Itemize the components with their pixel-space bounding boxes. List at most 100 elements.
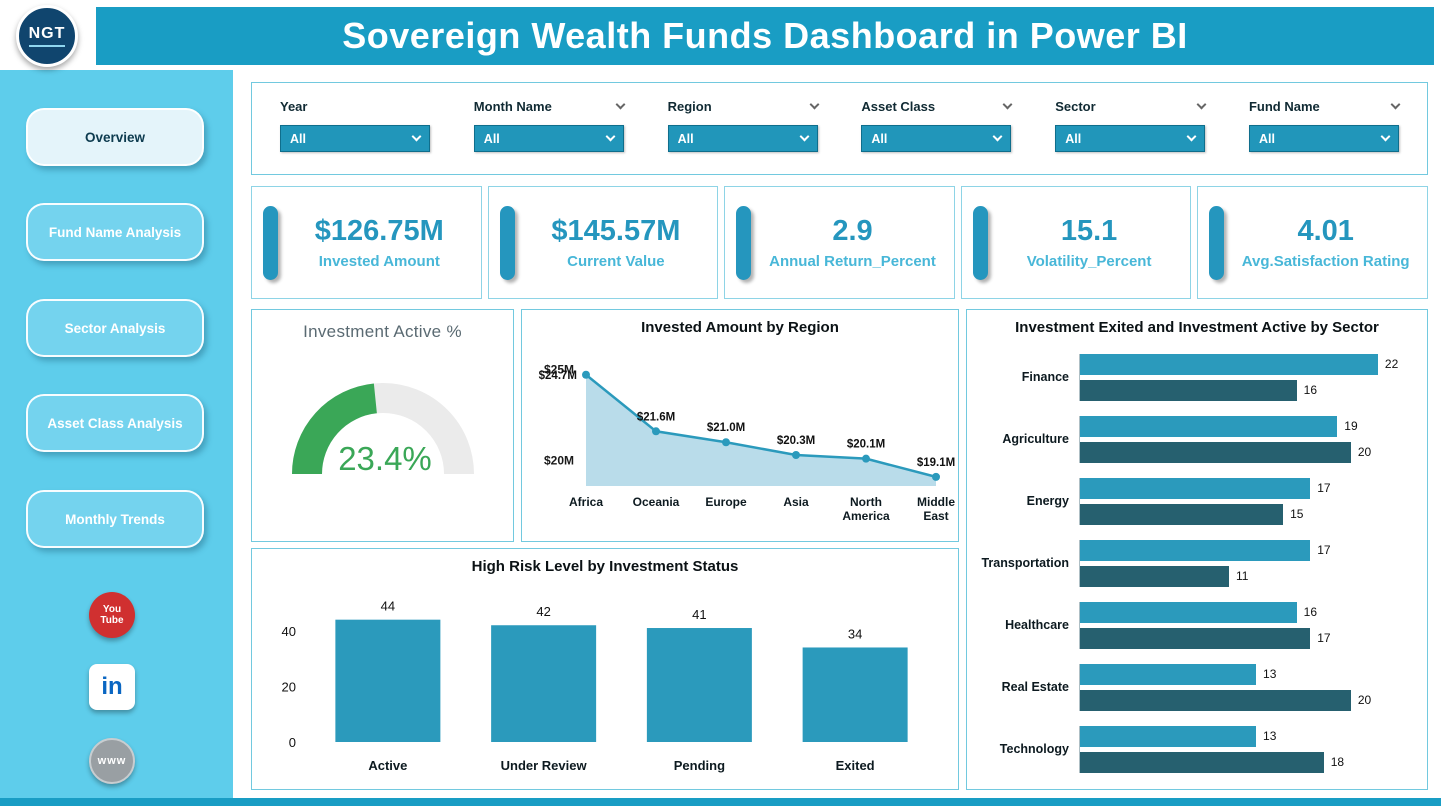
asset-class-select[interactable]: All xyxy=(861,125,1012,152)
kpi-value: 15.1 xyxy=(1060,215,1118,247)
gauge-chart[interactable]: 23.4% xyxy=(268,356,498,501)
chevron-down-icon xyxy=(1002,99,1013,110)
kpi-label: Invested Amount xyxy=(318,253,440,270)
youtube-icon[interactable]: You Tube xyxy=(89,592,135,638)
y-axis-label: 0 xyxy=(289,735,296,750)
filter-label: Sector xyxy=(1055,99,1096,114)
data-point[interactable] xyxy=(582,370,590,379)
bar-investment-exited[interactable] xyxy=(1080,725,1257,747)
sector-select[interactable]: All xyxy=(1055,125,1206,152)
kpi-current-value: $145.57M Current Value xyxy=(487,186,719,299)
x-axis-label: Active xyxy=(368,758,407,773)
sector-label: Energy xyxy=(1026,494,1069,508)
sector-hbar-card: Investment Exited and Investment Active … xyxy=(966,309,1428,790)
x-axis-label: Under Review xyxy=(501,758,588,773)
data-point[interactable] xyxy=(932,472,940,481)
bar[interactable] xyxy=(802,647,908,742)
bar-chart-title: High Risk Level by Investment Status xyxy=(471,558,739,575)
x-axis-label: Europe xyxy=(705,495,747,509)
filter-label: Fund Name xyxy=(1248,99,1320,114)
bar-value: 11 xyxy=(1235,569,1249,583)
kpi-label: Avg.Satisfaction Rating xyxy=(1241,253,1410,270)
sidebar-item-sector-analysis[interactable]: Sector Analysis xyxy=(26,299,204,357)
filter-value: All xyxy=(483,131,500,146)
month-name-select[interactable]: All xyxy=(473,125,624,152)
area-fill xyxy=(586,374,936,486)
sector-label: Real Estate xyxy=(1001,680,1069,694)
bar[interactable] xyxy=(491,625,597,742)
sector-bars: 17 15 xyxy=(1079,477,1411,525)
data-point[interactable] xyxy=(792,451,800,459)
chevron-down-icon xyxy=(992,131,1003,142)
sector-label: Finance xyxy=(1021,370,1069,384)
point-label: $24.7M xyxy=(539,370,577,382)
sector-row: Agriculture 19 20 xyxy=(967,408,1411,470)
kpi-row: $126.75M Invested Amount $145.57M Curren… xyxy=(251,186,1428,299)
bar-investment-exited[interactable] xyxy=(1080,353,1378,375)
bar-investment-active[interactable] xyxy=(1080,379,1297,401)
sector-row: Real Estate 13 20 xyxy=(967,656,1411,718)
sector-row: Transportation 17 11 xyxy=(967,532,1411,594)
gauge-title: Investment Active % xyxy=(303,322,462,341)
x-axis-label: Pending xyxy=(674,758,725,773)
bar-investment-exited[interactable] xyxy=(1080,415,1338,437)
y-axis-label: 40 xyxy=(282,624,296,639)
sidebar-item-fund-name-analysis[interactable]: Fund Name Analysis xyxy=(26,203,204,261)
bar-investment-active[interactable] xyxy=(1080,503,1284,525)
bar-investment-exited[interactable] xyxy=(1080,477,1311,499)
chevron-down-icon xyxy=(809,99,820,110)
y-axis-label: $25M xyxy=(544,362,574,376)
bar-investment-exited[interactable] xyxy=(1080,539,1311,561)
bar-value: 13 xyxy=(1263,667,1277,681)
sector-hbar-chart[interactable]: Finance 22 16 Agriculture 19 20 Energy 17 15 Tran… xyxy=(967,346,1427,780)
linkedin-icon[interactable]: in xyxy=(89,664,135,710)
bar-investment-active[interactable] xyxy=(1080,689,1351,711)
bar-investment-active[interactable] xyxy=(1080,441,1351,463)
filter-value: All xyxy=(290,131,306,146)
bar-investment-active[interactable] xyxy=(1080,627,1311,649)
risk-bar-chart[interactable]: 0 20 40 44 Active 42 Under Review 41 Pending 34 Ex… xyxy=(252,575,958,780)
bar-value: 42 xyxy=(536,604,550,619)
kpi-annual-return: 2.9 Annual Return_Percent xyxy=(724,186,955,299)
kpi-accent-bar xyxy=(972,205,988,280)
sector-row: Technology 13 18 xyxy=(967,718,1411,780)
www-globe-icon[interactable]: www xyxy=(89,738,135,784)
sidebar-item-asset-class-analysis[interactable]: Asset Class Analysis xyxy=(26,394,204,452)
sector-bars: 17 11 xyxy=(1079,539,1411,587)
kpi-volatility: 15.1 Volatility_Percent xyxy=(960,186,1192,299)
bar-investment-exited[interactable] xyxy=(1080,601,1297,623)
x-axis-label: Asia xyxy=(783,495,809,509)
data-point[interactable] xyxy=(722,438,730,447)
linkedin-text: in xyxy=(101,673,123,700)
fund-name-select[interactable]: All xyxy=(1248,125,1399,152)
bar-value: 17 xyxy=(1317,543,1331,557)
line-chart-title: Invested Amount by Region xyxy=(641,319,839,336)
chevron-down-icon xyxy=(799,131,810,142)
bar-investment-exited[interactable] xyxy=(1080,663,1257,685)
filter-value: All xyxy=(1065,131,1082,146)
sidebar-item-overview[interactable]: Overview xyxy=(26,108,204,166)
gauge-card: Investment Active % 23.4% xyxy=(251,309,514,542)
data-point[interactable] xyxy=(862,454,870,463)
filter-value: All xyxy=(871,131,888,146)
filter-label: Year xyxy=(280,99,308,114)
filter-label: Region xyxy=(667,99,712,114)
gauge-arc[interactable] xyxy=(291,383,377,475)
sector-bars: 13 18 xyxy=(1079,725,1411,773)
year-select[interactable]: All xyxy=(280,125,430,152)
sector-label: Technology xyxy=(999,742,1069,756)
bar-investment-active[interactable] xyxy=(1080,565,1229,587)
chevron-down-icon xyxy=(1196,99,1207,110)
data-point[interactable] xyxy=(652,427,660,436)
kpi-value: 2.9 xyxy=(832,215,873,247)
region-area-chart[interactable]: $25M $20M $24.7M Africa $21.6M Oceania $21.0M E… xyxy=(522,336,958,534)
sector-bars: 13 20 xyxy=(1079,663,1411,711)
region-select[interactable]: All xyxy=(667,125,818,152)
kpi-invested-amount: $126.75M Invested Amount xyxy=(251,186,482,299)
bar-investment-active[interactable] xyxy=(1080,751,1324,773)
sidebar-item-monthly-trends[interactable]: Monthly Trends xyxy=(26,490,204,548)
kpi-label: Current Value xyxy=(567,253,665,270)
bar[interactable] xyxy=(646,628,752,742)
bar[interactable] xyxy=(335,619,441,742)
